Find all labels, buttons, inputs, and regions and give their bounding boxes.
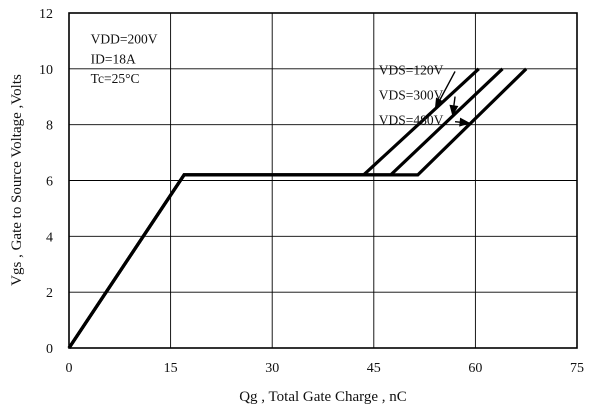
y-axis-label: Vgs , Gate to Source Voltage ,Volts [9,74,25,286]
x-axis-label: Qg , Total Gate Charge , nC [239,389,407,405]
x-tick-label: 75 [570,361,584,376]
legend-label-1: VDS=120V [379,62,444,77]
y-tick-label: 6 [46,175,53,190]
y-tick-label: 12 [39,7,53,22]
test-conditions: VDD=200V ID=18A Tc=25°C [91,32,158,86]
condition-1: VDD=200V [91,32,158,47]
plot-frame [68,12,578,349]
legend-arrow-head-1 [434,97,444,110]
x-tick-label: 45 [367,361,381,376]
legend-arrows [434,71,471,127]
y-tick-label: 4 [46,230,53,245]
condition-2: ID=18A [91,51,136,66]
y-tick-label: 0 [46,342,53,357]
x-tick-label: 30 [265,361,279,376]
tick-labels: 0 15 30 45 60 75 0 2 4 6 8 10 12 [39,7,584,376]
x-tick-label: 0 [66,361,73,376]
legend: VDS=120V VDS=300V VDS=480V [379,62,444,127]
condition-3: Tc=25°C [91,71,140,86]
data-series [67,67,528,349]
y-tick-label: 10 [39,63,53,78]
legend-label-3: VDS=480V [379,113,444,128]
y-tick-label: 8 [46,119,53,134]
x-tick-label: 60 [468,361,482,376]
x-tick-label: 15 [164,361,178,376]
legend-arrow-head-2 [449,104,459,117]
legend-arrow-head-3 [459,117,471,127]
series-line-3 [67,67,528,349]
grid-lines [69,13,577,348]
y-tick-label: 2 [46,286,53,301]
legend-label-2: VDS=300V [379,88,444,103]
